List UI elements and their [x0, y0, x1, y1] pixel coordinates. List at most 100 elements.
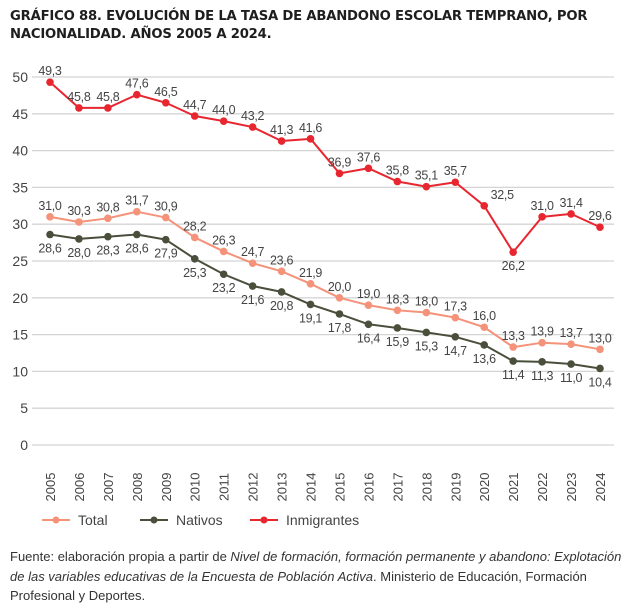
x-tick-label: 2023 [564, 473, 579, 502]
data-label: 28,3 [96, 244, 119, 258]
data-label: 17,3 [444, 300, 467, 314]
data-point-nativos [219, 270, 228, 279]
data-label: 11,3 [531, 369, 554, 383]
y-tick-label: 30 [12, 216, 28, 232]
data-point-inmigrantes [567, 210, 575, 218]
data-label: 26,2 [502, 259, 525, 273]
data-point-total [567, 340, 575, 348]
data-point-inmigrantes [277, 137, 286, 145]
data-label: 15,3 [415, 339, 438, 353]
x-tick-label: 2012 [246, 473, 261, 502]
data-point-total [451, 313, 460, 322]
data-point-nativos [190, 254, 199, 263]
y-tick-label: 20 [12, 290, 28, 306]
data-label: 31,4 [559, 196, 582, 210]
data-point-nativos [567, 360, 575, 368]
legend-marker-nativos [150, 516, 158, 524]
data-label: 11,0 [560, 371, 583, 385]
data-point-total [364, 301, 373, 309]
data-label: 13,0 [588, 331, 611, 345]
data-label: 44,0 [212, 103, 235, 117]
y-tick-label: 50 [12, 69, 28, 85]
y-tick-label: 10 [12, 363, 28, 379]
data-label: 35,7 [444, 164, 467, 178]
data-label: 21,6 [241, 293, 264, 307]
data-point-inmigrantes [393, 177, 402, 186]
data-label: 26,3 [212, 233, 235, 247]
legend-label-inmigrantes: Inmigrantes [286, 512, 359, 528]
series-line-total [49, 210, 601, 351]
data-point-inmigrantes [161, 98, 170, 107]
data-label: 16,4 [357, 331, 380, 345]
x-tick-label: 2009 [159, 473, 174, 502]
data-point-total [335, 294, 344, 302]
source-title: Nivel de formación, formación permanente… [10, 549, 622, 584]
x-tick-label: 2013 [275, 473, 290, 502]
legend-label-total: Total [78, 512, 108, 528]
data-point-nativos [596, 364, 604, 373]
data-label: 28,2 [183, 219, 206, 233]
x-tick-label: 2020 [477, 473, 492, 502]
data-label: 35,8 [386, 164, 409, 178]
data-label: 20,0 [328, 280, 351, 294]
data-point-inmigrantes [596, 223, 604, 231]
chart-title: GRÁFICO 88. EVOLUCIÓN DE LA TASA DE ABAN… [10, 9, 588, 42]
data-label: 36,9 [328, 155, 351, 169]
legend-marker-inmigrantes [260, 516, 268, 524]
data-point-nativos [422, 328, 431, 337]
data-label: 29,6 [588, 209, 611, 223]
data-label: 46,5 [154, 85, 177, 99]
data-label: 47,6 [125, 77, 148, 91]
data-label: 31,7 [125, 194, 148, 208]
data-point-inmigrantes [75, 104, 83, 112]
data-label: 30,9 [154, 200, 177, 214]
data-point-nativos [364, 320, 373, 329]
data-label: 20,8 [270, 299, 293, 313]
data-point-total [133, 207, 141, 216]
x-tick-label: 2005 [43, 473, 58, 502]
data-point-inmigrantes [133, 90, 141, 99]
data-label: 17,8 [328, 321, 351, 335]
data-label: 23,6 [270, 253, 293, 267]
x-tick-label: 2021 [506, 473, 521, 502]
data-point-inmigrantes [46, 78, 54, 86]
data-point-inmigrantes [538, 213, 546, 221]
source-prefix: Fuente: elaboración propia a partir de [10, 549, 231, 564]
data-point-nativos [393, 324, 402, 332]
x-tick-label: 2011 [217, 473, 232, 501]
data-point-nativos [104, 232, 112, 241]
line-chart: 0 5 10 15 20 25 30 35 40 45 50 2005 2006 2007 2008 2009… [12, 64, 614, 528]
data-point-total [161, 213, 170, 222]
data-label: 31,0 [38, 199, 61, 213]
data-point-total [248, 259, 257, 268]
data-label: 10,4 [588, 375, 611, 389]
y-tick-label: 45 [12, 106, 28, 122]
y-tick-label: 25 [12, 253, 28, 269]
data-point-nativos [248, 282, 257, 290]
data-point-total [104, 214, 112, 223]
legend-marker-total [52, 516, 60, 524]
data-label: 25,3 [183, 266, 206, 280]
data-point-total [509, 343, 517, 351]
data-label: 45,8 [96, 90, 119, 104]
y-tick-label: 15 [12, 327, 28, 343]
series-line-inmigrantes [49, 81, 601, 254]
data-label: 41,3 [270, 123, 293, 137]
data-point-inmigrantes [248, 123, 257, 131]
data-label: 23,2 [212, 281, 235, 295]
data-label: 35,1 [415, 169, 438, 183]
y-tick-label: 35 [12, 179, 28, 195]
data-label: 13,3 [502, 329, 525, 343]
data-label: 27,9 [154, 247, 177, 261]
data-point-nativos [46, 230, 54, 239]
data-point-inmigrantes [335, 169, 344, 178]
data-point-inmigrantes [364, 164, 373, 173]
data-point-total [190, 233, 199, 242]
data-point-nativos [509, 357, 517, 365]
data-label: 14,7 [444, 344, 467, 358]
y-tick-label: 0 [20, 437, 28, 453]
data-label: 21,9 [299, 266, 322, 280]
data-point-inmigrantes [306, 135, 315, 143]
data-point-nativos [133, 230, 141, 239]
x-tick-label: 2024 [593, 473, 608, 502]
